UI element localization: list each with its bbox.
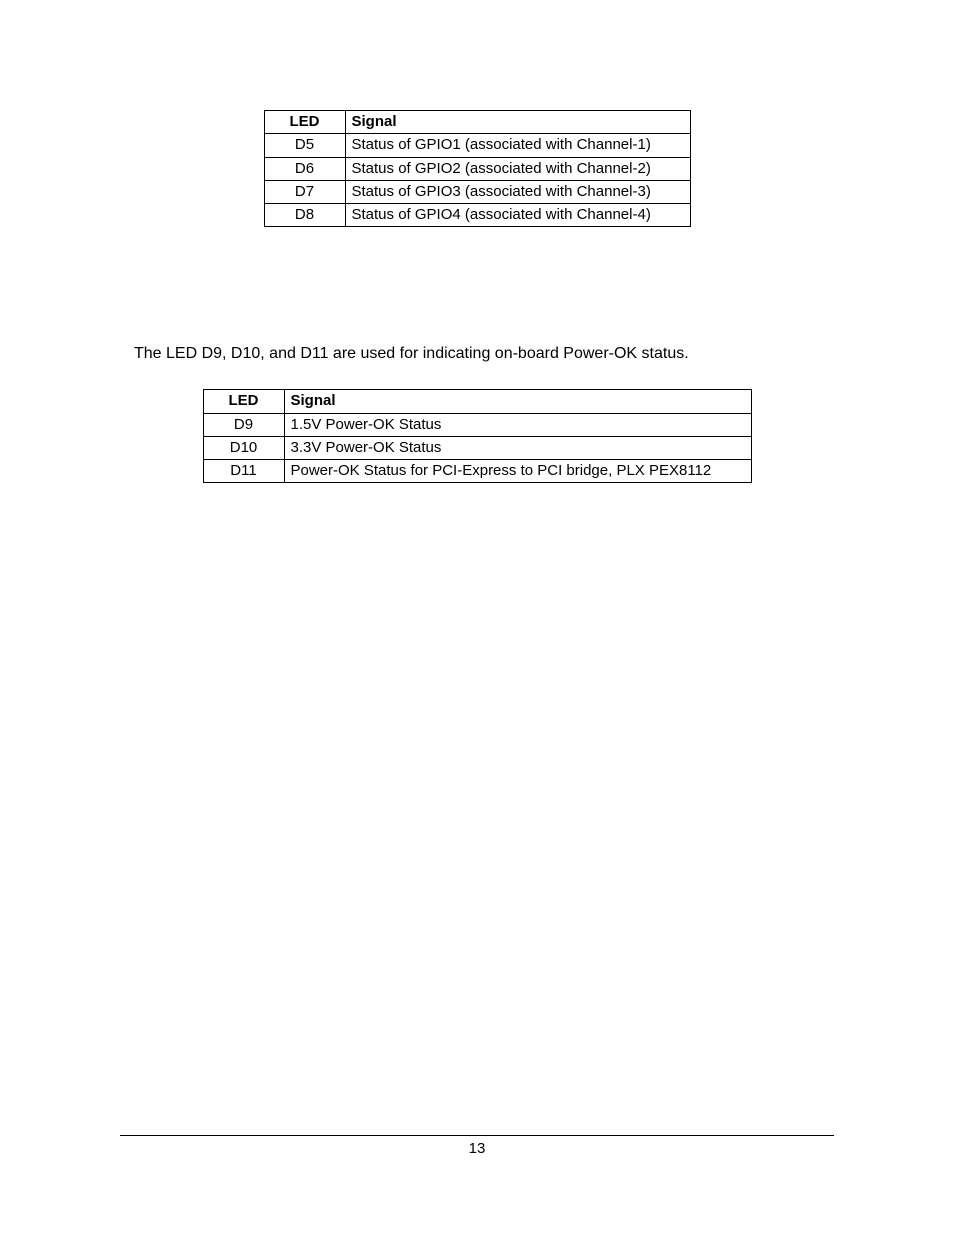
cell-led: D8 <box>264 204 345 227</box>
power-led-paragraph: The LED D9, D10, and D11 are used for in… <box>134 345 834 363</box>
cell-led: D11 <box>203 460 284 483</box>
cell-led: D7 <box>264 180 345 203</box>
cell-signal: Status of GPIO2 (associated with Channel… <box>345 157 690 180</box>
header-led: LED <box>264 111 345 134</box>
cell-led: D10 <box>203 436 284 459</box>
table-header-row: LED Signal <box>264 111 690 134</box>
cell-signal: Power-OK Status for PCI-Express to PCI b… <box>284 460 751 483</box>
table-row: D7 Status of GPIO3 (associated with Chan… <box>264 180 690 203</box>
table-row: D10 3.3V Power-OK Status <box>203 436 751 459</box>
table-row: D5 Status of GPIO1 (associated with Chan… <box>264 134 690 157</box>
cell-signal: Status of GPIO4 (associated with Channel… <box>345 204 690 227</box>
header-led: LED <box>203 390 284 413</box>
gpio-led-table-container: LED Signal D5 Status of GPIO1 (associate… <box>120 110 834 227</box>
power-led-table: LED Signal D9 1.5V Power-OK Status D10 3… <box>203 389 752 483</box>
table-row: D9 1.5V Power-OK Status <box>203 413 751 436</box>
cell-led: D5 <box>264 134 345 157</box>
cell-led: D9 <box>203 413 284 436</box>
cell-signal: 1.5V Power-OK Status <box>284 413 751 436</box>
table-header-row: LED Signal <box>203 390 751 413</box>
header-signal: Signal <box>345 111 690 134</box>
power-led-table-container: LED Signal D9 1.5V Power-OK Status D10 3… <box>120 389 834 483</box>
gpio-led-table: LED Signal D5 Status of GPIO1 (associate… <box>264 110 691 227</box>
header-signal: Signal <box>284 390 751 413</box>
page: LED Signal D5 Status of GPIO1 (associate… <box>0 0 954 1235</box>
page-footer: 13 <box>120 1135 834 1157</box>
page-number: 13 <box>469 1140 486 1157</box>
cell-signal: Status of GPIO1 (associated with Channel… <box>345 134 690 157</box>
cell-signal: Status of GPIO3 (associated with Channel… <box>345 180 690 203</box>
cell-led: D6 <box>264 157 345 180</box>
table-row: D8 Status of GPIO4 (associated with Chan… <box>264 204 690 227</box>
table-row: D11 Power-OK Status for PCI-Express to P… <box>203 460 751 483</box>
cell-signal: 3.3V Power-OK Status <box>284 436 751 459</box>
table-row: D6 Status of GPIO2 (associated with Chan… <box>264 157 690 180</box>
